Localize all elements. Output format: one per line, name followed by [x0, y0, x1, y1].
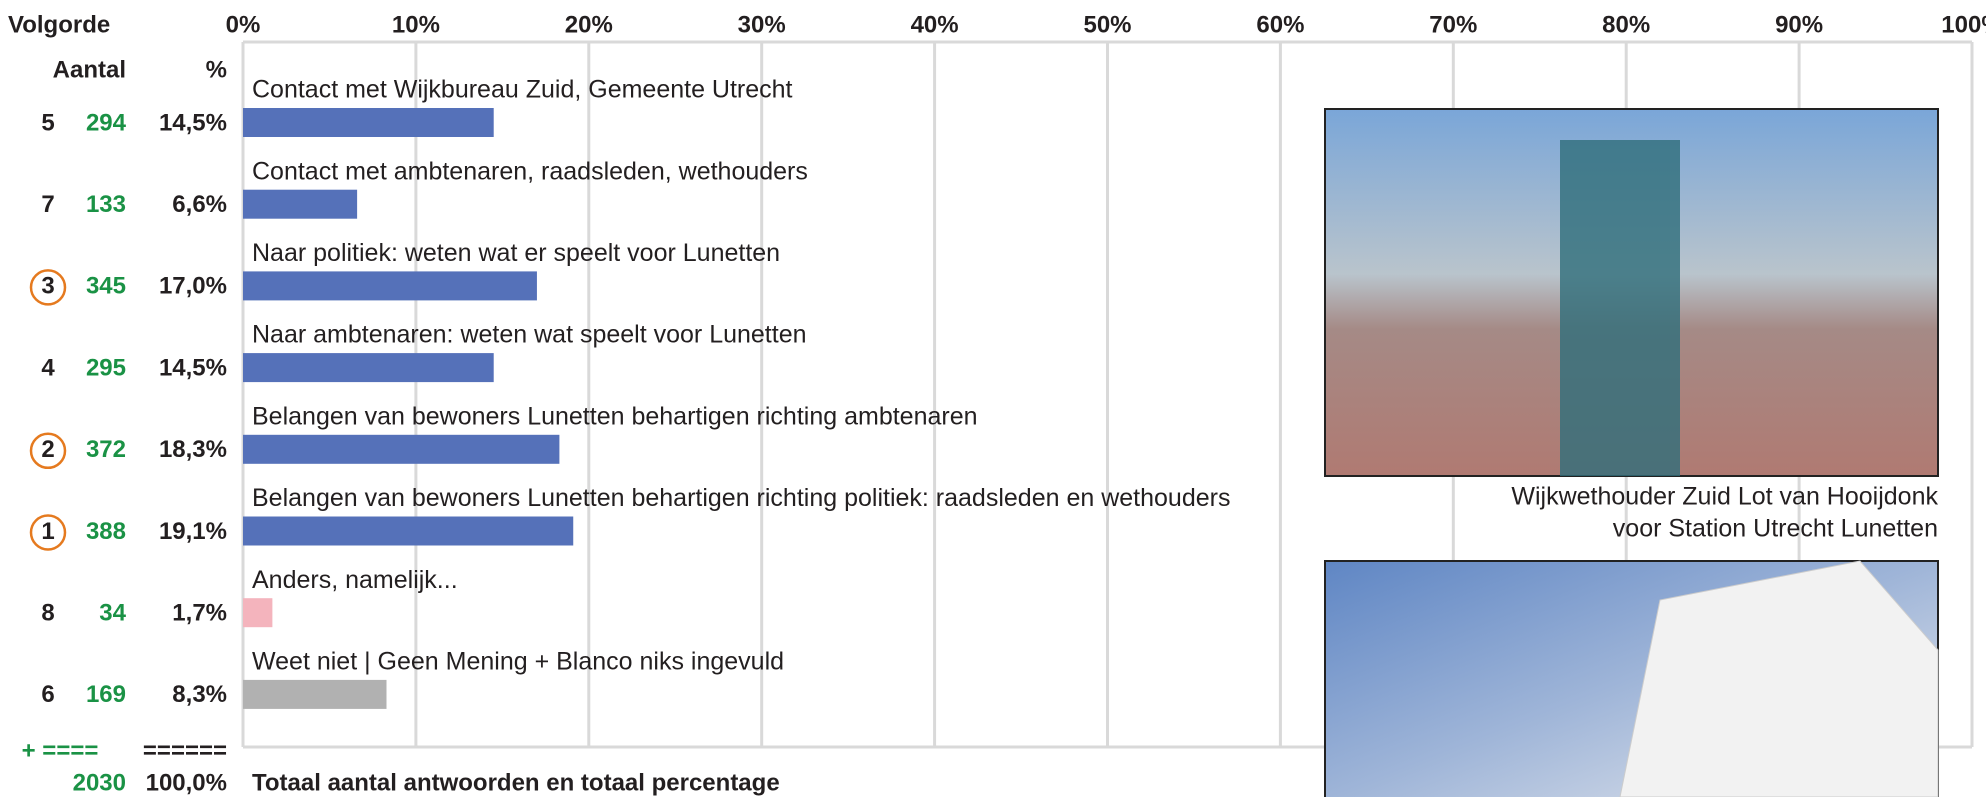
rank: 7 [41, 191, 54, 218]
total-percent: 100,0% [146, 769, 227, 796]
rank: 5 [41, 109, 54, 136]
value-label: 19,1% [159, 518, 227, 545]
count: 295 [86, 354, 126, 381]
total-sep: + ==== [22, 737, 99, 764]
bar [243, 434, 560, 464]
x-tick-label: 20% [565, 11, 613, 38]
count: 372 [86, 436, 126, 463]
category-label: Contact met Wijkbureau Zuid, Gemeente Ut… [252, 76, 793, 104]
count: 388 [86, 518, 126, 545]
bar [243, 189, 358, 219]
category-label: Belangen van bewoners Lunetten behartige… [252, 402, 978, 430]
photo-figure [1560, 140, 1680, 476]
photo-building-shape [1619, 560, 1939, 797]
value-label: 18,3% [159, 436, 227, 463]
value-label: 8,3% [172, 681, 227, 708]
category-label: Weet niet | Geen Mening + Blanco niks in… [252, 648, 784, 676]
x-tick-label: 40% [911, 11, 959, 38]
x-tick-label: 70% [1429, 11, 1477, 38]
x-tick-label: 60% [1256, 11, 1304, 38]
count: 294 [86, 109, 127, 136]
x-tick-label: 90% [1775, 11, 1823, 38]
count: 169 [86, 681, 126, 708]
total-label: Totaal aantal antwoorden en totaal perce… [252, 769, 780, 796]
header-order: Volgorde [8, 11, 110, 38]
count: 34 [99, 600, 126, 627]
photo-caption: Wijkwethouder Zuid Lot van Hooijdonk [1511, 483, 1938, 511]
rank: 6 [41, 681, 54, 708]
value-label: 6,6% [172, 191, 227, 218]
category-label: Contact met ambtenaren, raadsleden, weth… [252, 157, 808, 185]
bar [243, 353, 494, 383]
category-label: Belangen van bewoners Lunetten behartige… [252, 484, 1230, 512]
bar [243, 679, 387, 709]
count: 133 [86, 191, 126, 218]
x-tick-label: 0% [226, 11, 261, 38]
photo-caption: voor Station Utrecht Lunetten [1613, 515, 1938, 543]
x-tick-label: 50% [1083, 11, 1131, 38]
total-count: 2030 [73, 769, 126, 796]
rank: 8 [41, 600, 54, 627]
rank: 3 [41, 273, 54, 300]
x-tick-label: 30% [738, 11, 786, 38]
rank: 1 [41, 518, 54, 545]
x-tick-label: 80% [1602, 11, 1650, 38]
bar [243, 598, 273, 628]
value-label: 1,7% [172, 600, 227, 627]
header-count: Aantal [53, 56, 126, 83]
x-tick-label: 100% [1941, 11, 1986, 38]
category-label: Naar politiek: weten wat er speelt voor … [252, 239, 780, 267]
value-label: 14,5% [159, 354, 227, 381]
category-label: Anders, namelijk... [252, 566, 458, 594]
rank: 2 [41, 436, 54, 463]
x-tick-label: 10% [392, 11, 440, 38]
header-percent: % [206, 56, 227, 83]
bar [243, 271, 537, 301]
bar [243, 516, 574, 546]
category-label: Naar ambtenaren: weten wat speelt voor L… [252, 321, 807, 349]
total-sep: ====== [143, 737, 227, 764]
count: 345 [86, 273, 126, 300]
rank: 4 [41, 354, 55, 381]
bar [243, 108, 494, 137]
rank-circle [29, 269, 67, 306]
rank-circle [29, 514, 67, 551]
rank-circle [29, 432, 67, 470]
value-label: 17,0% [159, 273, 227, 300]
value-label: 14,5% [159, 109, 227, 136]
